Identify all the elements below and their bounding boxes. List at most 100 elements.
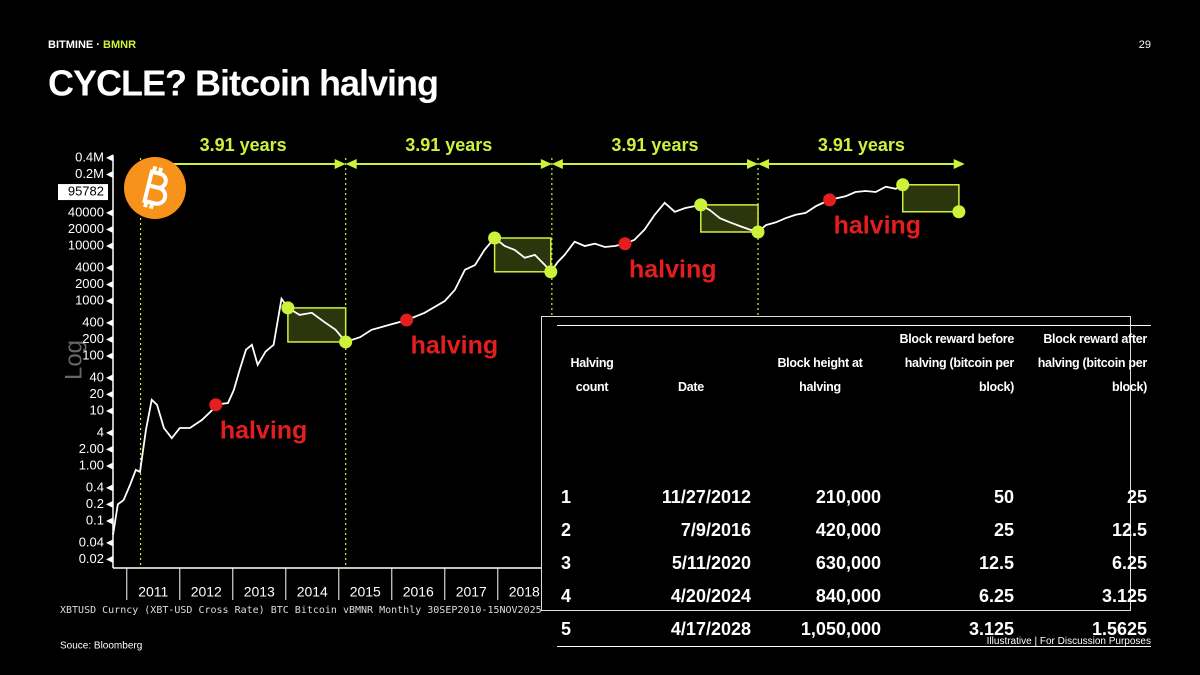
cycle-box — [493, 237, 552, 273]
table-cell: 3 — [561, 553, 572, 573]
table-cell: 2 — [561, 520, 572, 540]
halving-point — [618, 237, 632, 251]
y-tick-label: 100 — [82, 347, 104, 362]
page-number: 29 — [1139, 39, 1151, 51]
span-label: 3.91 years — [818, 135, 905, 155]
last-value-box — [58, 184, 108, 201]
y-tick — [106, 500, 113, 508]
halving-point — [823, 193, 837, 207]
arrow-head — [953, 159, 965, 169]
halving-label: halving — [834, 212, 922, 240]
y-tick — [106, 297, 113, 305]
source-line: XBTUSD Curncy (XBT-USD Cross Rate) BTC B… — [60, 605, 542, 616]
table-cell: 7/9/2016 — [680, 520, 751, 540]
table-cell: 5/11/2020 — [671, 553, 751, 573]
y-tick-label: 2.00 — [79, 441, 104, 456]
table-cell: 5 — [561, 619, 572, 639]
halving-label: halving — [411, 332, 499, 360]
x-tick-label: 2012 — [191, 584, 222, 600]
table-row: 1 11/27/2012 210,000 50 25 — [557, 481, 1151, 514]
table-cell: 840,000 — [815, 586, 881, 606]
cycle-point — [339, 335, 353, 349]
table-cell: 420,000 — [815, 520, 881, 540]
arrow-head — [334, 159, 346, 169]
table-cell: 12.5 — [978, 553, 1014, 573]
x-tick-label: 2017 — [456, 584, 487, 600]
halving-label: halving — [220, 416, 308, 444]
table-row: 2 7/9/2016 420,000 25 12.5 — [557, 514, 1151, 547]
y-tick — [106, 209, 113, 217]
table-cell: 6.25 — [1111, 553, 1147, 573]
table-cell: 4 — [561, 586, 572, 606]
table-cell: 4/17/2028 — [670, 619, 751, 639]
y-tick-label: 40 — [90, 369, 104, 384]
table-cell: 1.5625 — [1091, 619, 1147, 639]
span-label: 3.91 years — [611, 135, 698, 155]
table-row: 3 5/11/2020 630,000 12.5 6.25 — [557, 547, 1151, 580]
y-tick-label: 0.4M — [75, 149, 104, 164]
span-label: 3.91 years — [405, 135, 492, 155]
cycle-box — [901, 184, 960, 213]
y-tick — [106, 407, 113, 415]
cycle-point — [281, 301, 295, 315]
y-tick — [106, 517, 113, 525]
table-cell: 3.125 — [1101, 586, 1147, 606]
table-row: 5 4/17/2028 1,050,000 3.125 1.5625 — [557, 613, 1151, 647]
y-tick — [106, 225, 113, 233]
table-cell: 6.25 — [978, 586, 1014, 606]
y-tick-label: 400 — [82, 314, 104, 329]
y-tick — [106, 555, 113, 563]
span-label: 3.91 years — [200, 135, 287, 155]
column-header: Date — [678, 380, 704, 394]
arrow-head — [747, 159, 759, 169]
y-tick-label: 10000 — [68, 237, 104, 252]
y-tick — [106, 242, 113, 250]
table: Halving count Date Block height at halving… — [557, 325, 1151, 647]
y-tick-label: 20000 — [68, 221, 104, 236]
arrow-head — [758, 159, 770, 169]
column-header: Block height at halving — [777, 356, 863, 394]
cycle-point — [488, 231, 502, 245]
y-tick-label: 4 — [97, 424, 104, 439]
x-tick-label: 2011 — [138, 584, 168, 600]
y-tick-label: 0.4 — [86, 479, 104, 494]
y-tick — [106, 484, 113, 492]
y-tick-label: 1.00 — [79, 457, 104, 472]
x-tick-label: 2014 — [297, 584, 328, 600]
y-tick-label: 20 — [90, 386, 104, 401]
footer-note: Illustrative | For Discussion Purposes — [987, 636, 1151, 647]
table-row: 4 4/20/2024 840,000 6.25 3.125 — [557, 580, 1151, 613]
brand: BITMINE — [48, 39, 93, 51]
x-tick-label: 2018 — [509, 584, 540, 600]
arrow-head — [551, 159, 563, 169]
table-cell: 1 — [561, 487, 572, 507]
table-cell: 12.5 — [1111, 520, 1147, 540]
table-cell: 630,000 — [815, 553, 881, 573]
halving-label: halving — [629, 255, 717, 283]
y-tick — [106, 319, 113, 327]
y-tick-label: 0.2 — [86, 496, 104, 511]
y-tick-label: 0.1 — [86, 512, 104, 527]
cycle-point — [544, 265, 558, 279]
y-tick-label: 40000 — [68, 204, 104, 219]
y-axis-label: Log — [60, 340, 87, 380]
y-tick-label: 1000 — [75, 292, 104, 307]
column-header: Block reward before halving (bitcoin per… — [899, 332, 1015, 394]
table-cell: 25 — [1126, 487, 1147, 507]
x-tick-label: 2016 — [403, 584, 434, 600]
y-tick — [106, 264, 113, 272]
y-tick-label: 2000 — [75, 276, 104, 291]
cycle-point — [896, 178, 910, 192]
divider: | — [1034, 636, 1037, 647]
y-tick — [106, 462, 113, 470]
column-header: Halving count — [570, 356, 614, 394]
y-tick-label: 10 — [90, 402, 104, 417]
table-box: Halving count Date Block height at halving… — [541, 316, 1151, 647]
y-tick — [106, 280, 113, 288]
table-cell: 50 — [993, 487, 1014, 507]
y-tick — [106, 352, 113, 360]
y-tick — [106, 374, 113, 382]
last-value: 95782 — [68, 184, 104, 199]
halving-point — [400, 313, 414, 327]
